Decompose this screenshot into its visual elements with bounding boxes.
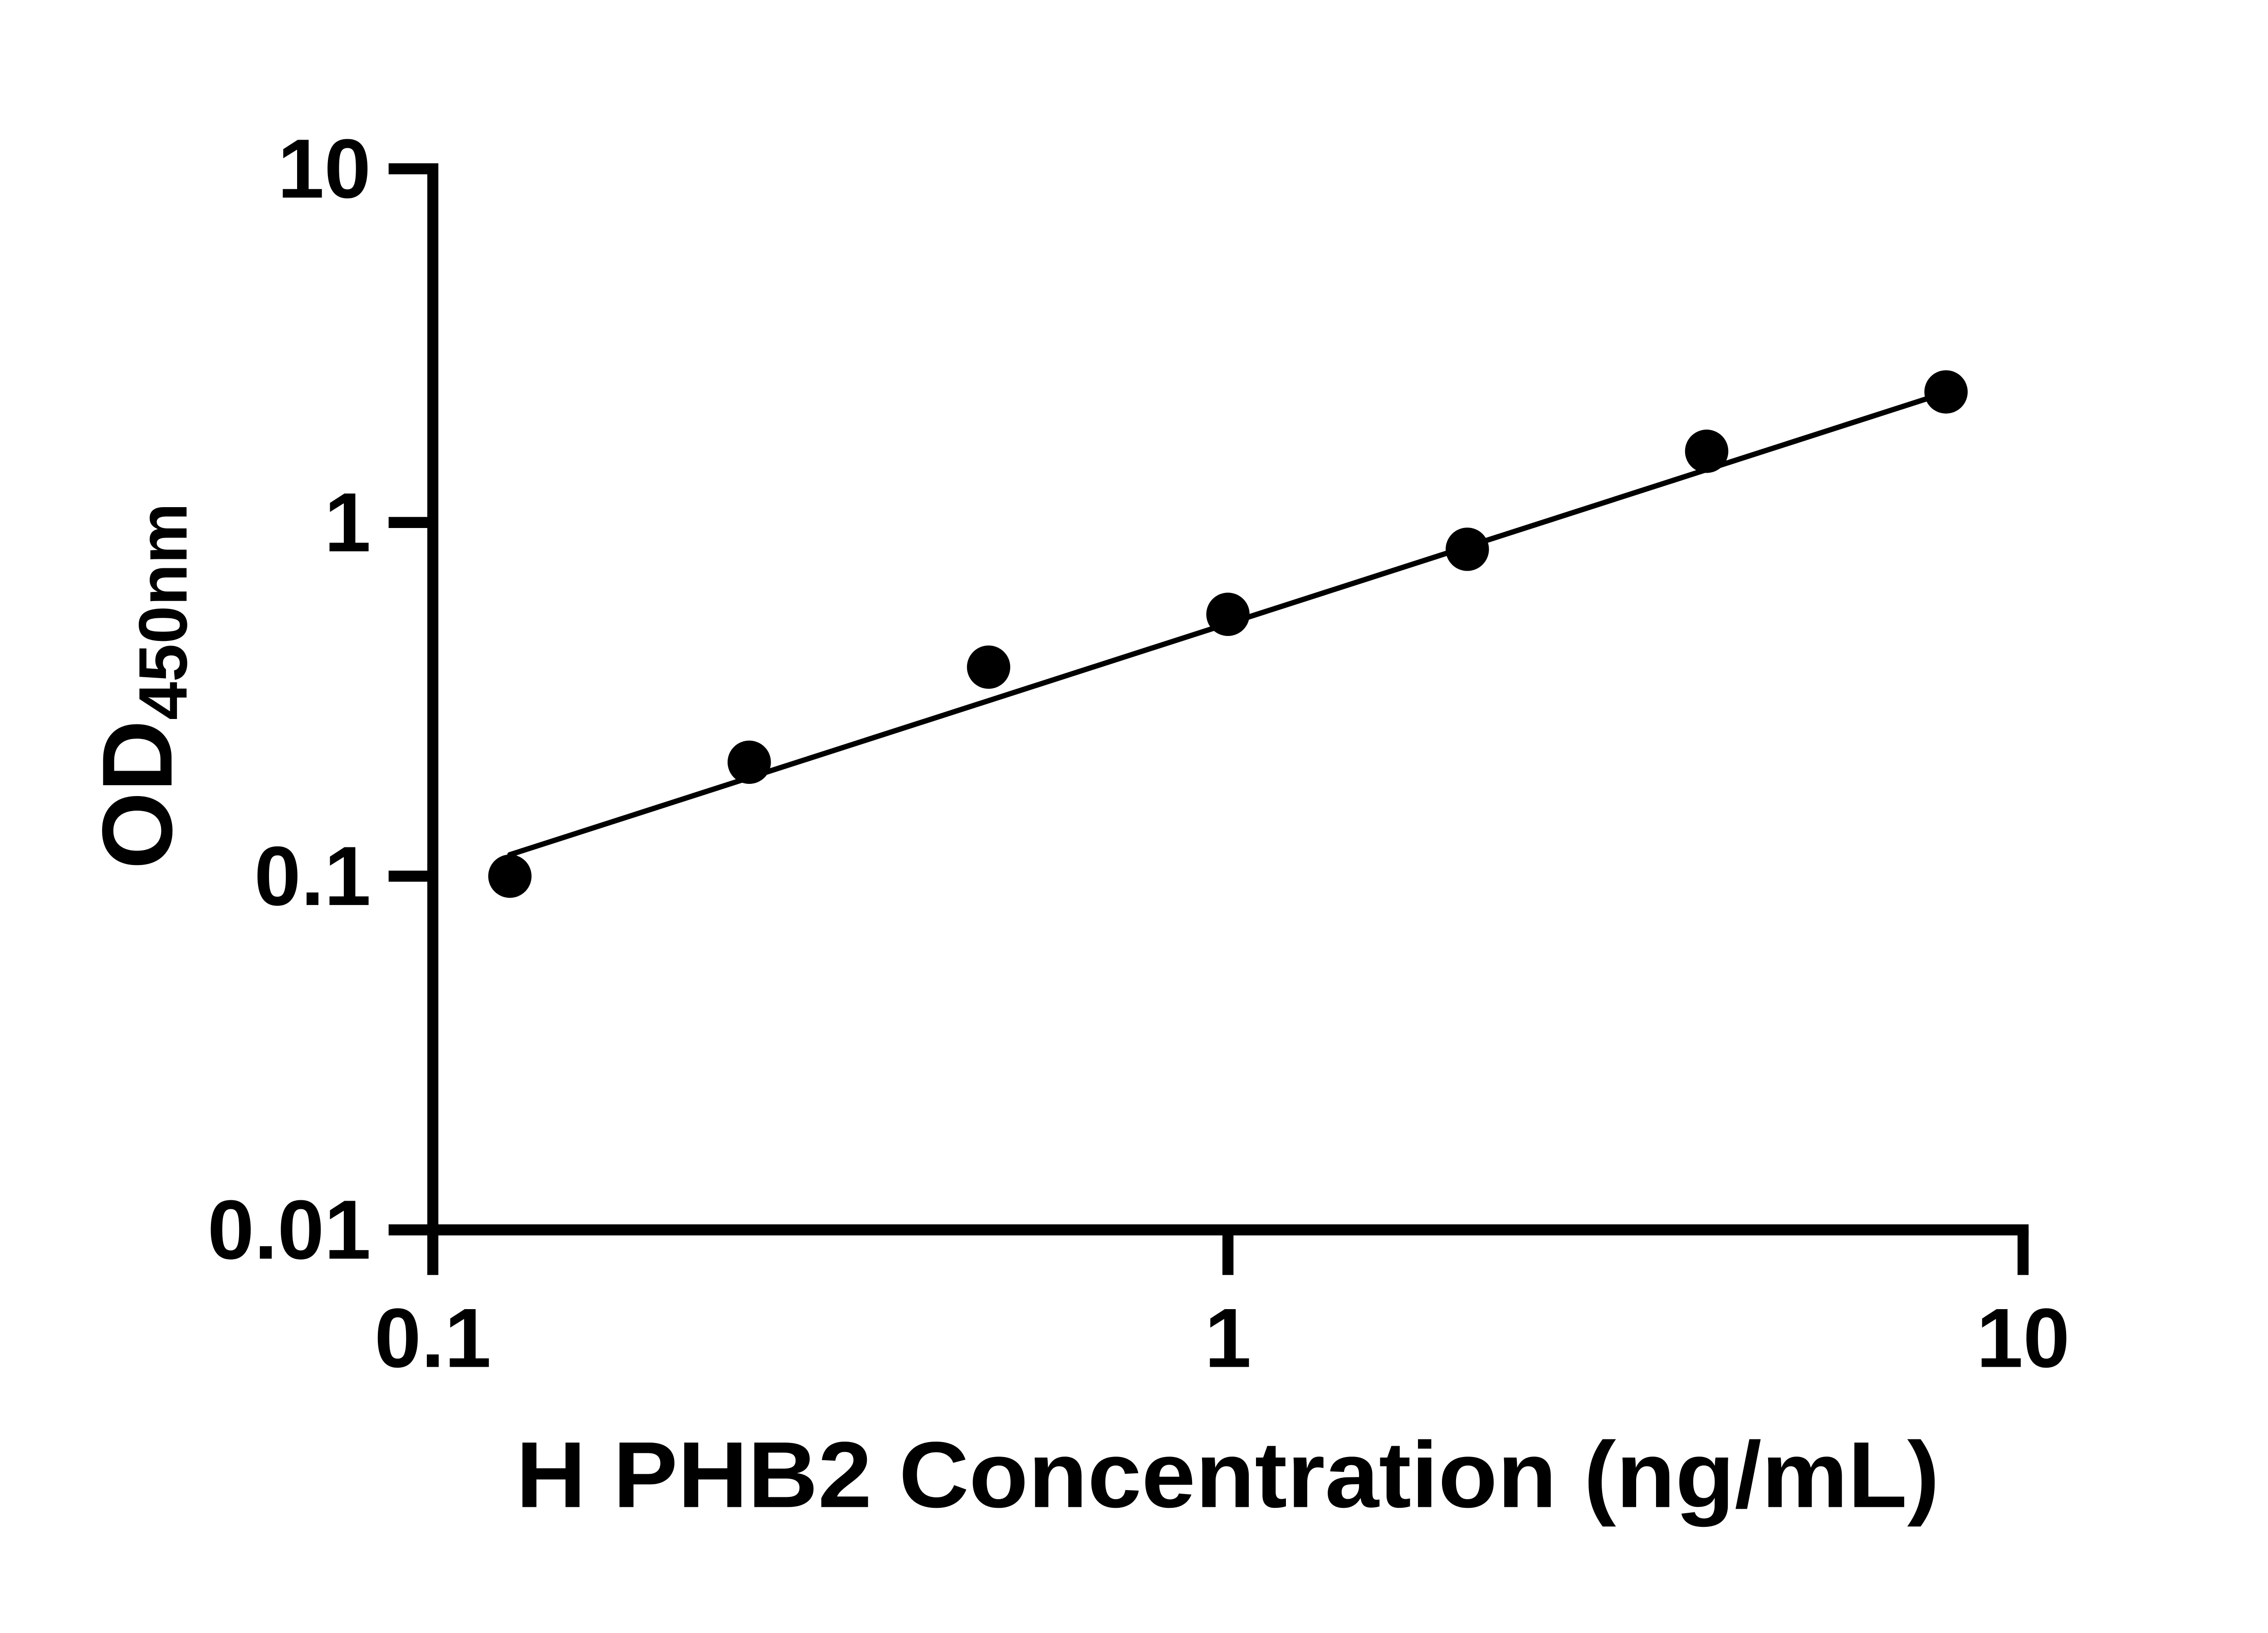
data-point-4 (1206, 592, 1250, 636)
y-tick-label-0.01: 0.01 (207, 1183, 371, 1277)
data-point-6 (1685, 430, 1729, 473)
y-axis-title-subscript: 450nm (125, 503, 201, 720)
x-axis-title: H PHB2 Concentration (ng/mL) (516, 1422, 1939, 1527)
data-point-1 (488, 854, 532, 898)
y-tick-label-10: 10 (278, 122, 371, 216)
data-point-7 (1924, 370, 1968, 414)
x-tick-label-1: 1 (1205, 1291, 1251, 1385)
data-point-5 (1446, 528, 1489, 571)
x-tick-label-10: 10 (1976, 1291, 2070, 1385)
y-tick-label-0.1: 0.1 (254, 829, 371, 923)
y-axis-title: OD450nm (82, 503, 201, 870)
y-axis-title-main: OD (82, 720, 193, 869)
x-tick-label-0.1: 0.1 (374, 1291, 491, 1385)
data-point-3 (967, 645, 1011, 689)
y-tick-label-1: 1 (324, 475, 371, 569)
data-point-2 (727, 740, 771, 784)
